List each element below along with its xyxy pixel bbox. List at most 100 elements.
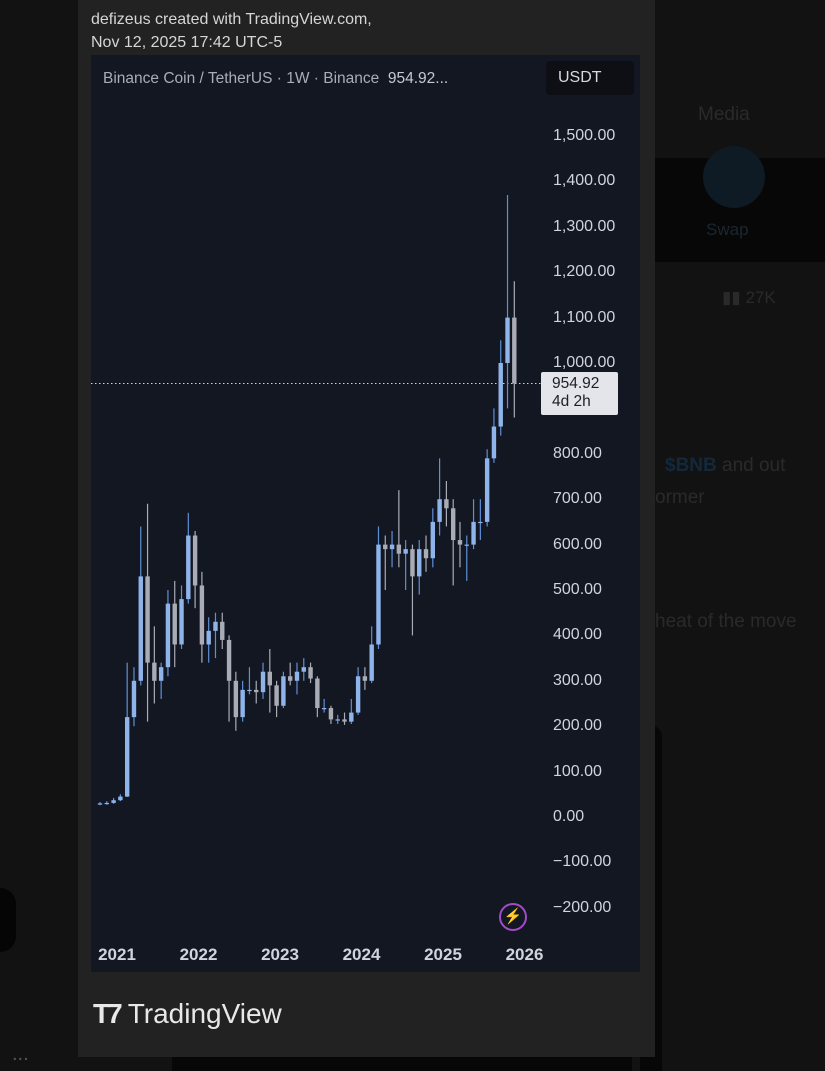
candle-body bbox=[145, 576, 150, 663]
candle-body bbox=[287, 676, 293, 681]
credit-timestamp: Nov 12, 2025 17:42 UTC-5 bbox=[91, 34, 283, 51]
candle-body bbox=[423, 549, 429, 559]
post-line-3: heat of the move bbox=[655, 611, 797, 632]
candle-body bbox=[308, 667, 313, 679]
candle-body bbox=[355, 676, 361, 713]
x-tick-label: 2026 bbox=[505, 945, 544, 964]
candle-body bbox=[294, 671, 300, 681]
chart-credit: defizeus created with TradingView.com, N… bbox=[91, 8, 372, 54]
price-plot bbox=[91, 195, 541, 806]
header-last-price: 954.92... bbox=[387, 70, 449, 87]
post-line-2: ormer bbox=[655, 487, 705, 508]
chart-panel: Binance Coin / TetherUS · 1W · Binance 9… bbox=[91, 55, 640, 972]
candle-body bbox=[206, 630, 211, 645]
x-tick-label: 2021 bbox=[98, 945, 136, 964]
candle-body bbox=[376, 544, 381, 645]
post-line-1: $BNB and out bbox=[665, 455, 785, 477]
candle-body bbox=[104, 802, 110, 805]
candle-body bbox=[267, 671, 273, 686]
candle-body bbox=[403, 549, 408, 554]
ticker-link[interactable]: $BNB bbox=[665, 455, 717, 476]
candle-body bbox=[274, 685, 279, 706]
candle-body bbox=[335, 719, 340, 721]
candle-body bbox=[512, 317, 517, 384]
more-icon[interactable]: ... bbox=[12, 1043, 29, 1065]
y-tick-label: 100.00 bbox=[553, 762, 602, 780]
candle-body bbox=[444, 499, 449, 509]
candle-body bbox=[437, 499, 442, 522]
y-tick-label: 1,200.00 bbox=[553, 263, 616, 281]
candle-body bbox=[233, 680, 239, 718]
y-tick-label: 0.00 bbox=[553, 808, 585, 825]
symbol-name: Binance Coin / TetherUS · 1W · Binance bbox=[103, 70, 380, 87]
candle-body bbox=[383, 544, 388, 550]
candle-body bbox=[498, 363, 503, 427]
candle-body bbox=[199, 585, 205, 645]
candle-body bbox=[478, 521, 483, 524]
candle-body bbox=[247, 689, 252, 692]
x-tick-label: 2022 bbox=[179, 945, 218, 964]
candle-body bbox=[179, 599, 184, 645]
candle-body bbox=[389, 544, 395, 550]
candle-body bbox=[464, 544, 469, 546]
x-tick-label: 2024 bbox=[342, 945, 381, 964]
candle-body bbox=[186, 535, 191, 600]
y-tick-label: 600.00 bbox=[553, 535, 602, 553]
currency-button[interactable]: USDT bbox=[546, 61, 634, 95]
last-price-value: 954.92 bbox=[552, 375, 600, 392]
y-tick-label: 400.00 bbox=[553, 626, 602, 644]
views-count-value: 27K bbox=[745, 288, 776, 307]
post-text: and out bbox=[722, 455, 786, 476]
candle-body bbox=[417, 549, 422, 577]
candle-body bbox=[220, 621, 225, 640]
candle-body bbox=[484, 458, 490, 522]
candle-body bbox=[260, 671, 266, 693]
candle-body bbox=[505, 317, 510, 363]
candle-body bbox=[118, 796, 123, 801]
candle-body bbox=[131, 680, 137, 718]
candle-body bbox=[471, 521, 476, 545]
tradingview-logo-icon: T7 bbox=[93, 998, 123, 1029]
credit-author: defizeus created with TradingView.com, bbox=[91, 11, 372, 28]
candle-body bbox=[430, 521, 436, 559]
swap-icon[interactable] bbox=[703, 146, 765, 208]
swap-label[interactable]: Swap bbox=[706, 220, 749, 239]
y-tick-label: 500.00 bbox=[553, 581, 602, 598]
candle-body bbox=[172, 603, 177, 645]
last-price-label: 954.92 4d 2h bbox=[541, 372, 618, 415]
candle-body bbox=[254, 689, 259, 693]
bottom-strip bbox=[172, 1057, 632, 1071]
y-tick-label: 1,500.00 bbox=[553, 127, 616, 144]
x-tick-label: 2025 bbox=[424, 945, 462, 964]
lightning-bolt-icon[interactable]: ⚡ bbox=[499, 903, 527, 931]
x-tick-label: 2023 bbox=[261, 945, 299, 964]
candle-body bbox=[362, 676, 368, 681]
views-count: ▮▮ 27K bbox=[722, 288, 776, 307]
floating-button[interactable] bbox=[0, 888, 16, 952]
candle-body bbox=[240, 689, 245, 718]
candle-body bbox=[138, 576, 143, 681]
candle-body bbox=[152, 662, 157, 681]
candle-body bbox=[301, 667, 306, 672]
chart-image-viewer: defizeus created with TradingView.com, N… bbox=[78, 0, 655, 1057]
candle-body bbox=[315, 678, 320, 709]
candle-body bbox=[328, 708, 334, 720]
tradingview-logo: T7 TradingView bbox=[93, 998, 282, 1030]
y-tick-label: −100.00 bbox=[553, 853, 612, 871]
candle-body bbox=[450, 508, 456, 541]
candle-body bbox=[321, 708, 327, 710]
candle-body bbox=[192, 535, 198, 586]
tab-media[interactable]: Media bbox=[698, 104, 750, 125]
candle-body bbox=[281, 676, 286, 706]
candle-body bbox=[396, 544, 402, 554]
candle-body bbox=[158, 667, 164, 681]
y-tick-label: 800.00 bbox=[553, 444, 602, 462]
candle-body bbox=[457, 540, 463, 545]
y-tick-label: 1,000.00 bbox=[553, 354, 616, 371]
candle-body bbox=[369, 644, 374, 681]
candle-body bbox=[349, 712, 354, 722]
y-tick-label: 1,300.00 bbox=[553, 217, 616, 235]
y-tick-label: 1,400.00 bbox=[553, 172, 616, 190]
candle-body bbox=[491, 426, 497, 459]
symbol-header: Binance Coin / TetherUS · 1W · Binance 9… bbox=[103, 70, 448, 88]
